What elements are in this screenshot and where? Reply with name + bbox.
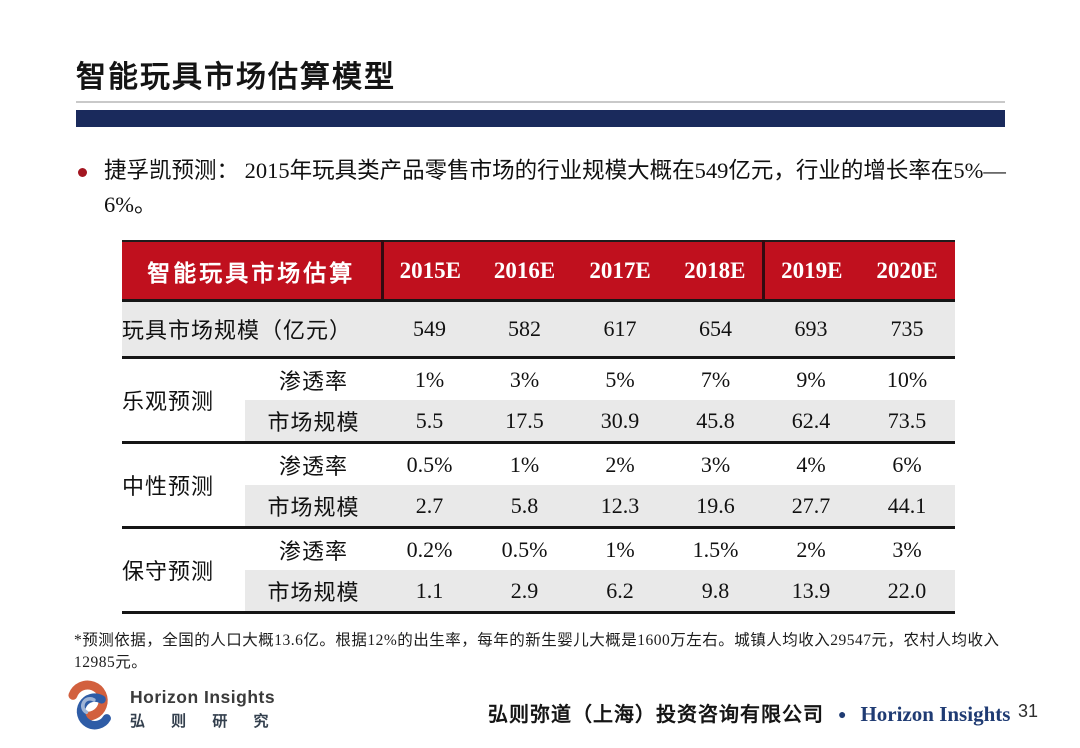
base-row-value: 693 xyxy=(763,300,859,359)
metric-value: 30.9 xyxy=(572,400,668,444)
year-header: 2019E xyxy=(763,240,859,302)
metric-label: 渗透率 xyxy=(278,453,348,479)
base-row-value: 582 xyxy=(477,300,572,359)
footer-separator-dot: ● xyxy=(838,708,847,723)
group-label: 保守预测 xyxy=(122,527,245,614)
metric-value: 5% xyxy=(605,366,635,392)
table-header-row: 智能玩具市场估算 2015E 2016E 2017E 2018E 2019E 2020E xyxy=(122,240,955,302)
group-row: 市场规模 1.1 2.9 6.2 9.8 13.9 22.0 xyxy=(122,570,955,614)
metric-label: 市场规模 xyxy=(245,400,382,444)
metric-value: 45.8 xyxy=(668,400,763,444)
metric-label: 市场规模 xyxy=(245,570,382,614)
metric-value: 3% xyxy=(700,451,731,477)
year-header: 2018E xyxy=(668,240,765,302)
metric-value: 1% xyxy=(509,451,540,477)
group-row: 市场规模 5.5 17.5 30.9 45.8 62.4 73.5 xyxy=(122,400,955,444)
market-table-body: 智能玩具市场估算 2015E 2016E 2017E 2018E 2019E 2020E 玩具… xyxy=(122,240,955,614)
metric-label: 渗透率 xyxy=(278,538,348,564)
market-estimate-table: 智能玩具市场估算 2015E 2016E 2017E 2018E 2019E 2020E 玩具… xyxy=(122,240,955,614)
year-header: 2020E xyxy=(859,240,955,302)
metric-value: 2.9 xyxy=(477,570,572,614)
metric-value: 17.5 xyxy=(477,400,572,444)
metric-label: 渗透率 xyxy=(278,368,348,394)
metric-value: 6% xyxy=(892,451,922,477)
metric-value: 4% xyxy=(796,451,826,477)
logo-wordmark: Horizon Insights 弘 则 研 究 xyxy=(130,687,280,731)
metric-value: 2% xyxy=(796,536,826,562)
metric-value: 27.7 xyxy=(763,485,859,529)
metric-label: 市场规模 xyxy=(245,485,382,529)
page-number: 31 xyxy=(1018,701,1039,721)
bullet-marker-icon xyxy=(78,168,87,177)
metric-value: 5.8 xyxy=(477,485,572,529)
group-row: 乐观预测 渗透率 1% 3% 5% 7% 9% 10% xyxy=(122,357,955,444)
footnote: *预测依据，全国的人口大概13.6亿。根据12%的出生率，每年的新生婴儿大概是1… xyxy=(74,632,1000,671)
metric-value: 44.1 xyxy=(859,485,955,529)
base-row: 玩具市场规模（亿元） 549 582 617 654 693 735 xyxy=(122,300,955,359)
metric-value: 0.5% xyxy=(406,451,453,477)
bullet-text: 捷孚凯预测： 2015年玩具类产品零售市场的行业规模大概在549亿元，行业的增长… xyxy=(104,158,1006,217)
title-accent-bar xyxy=(76,110,1005,127)
metric-value: 19.6 xyxy=(668,485,763,529)
market-estimate-table-wrap: 智能玩具市场估算 2015E 2016E 2017E 2018E 2019E 2020E 玩具… xyxy=(122,240,955,614)
metric-value: 12.3 xyxy=(572,485,668,529)
title-underline xyxy=(76,101,1005,103)
footer-center: 弘则弥道（上海）投资咨询有限公司 ● Horizon Insights xyxy=(488,698,1010,727)
year-header: 2015E xyxy=(382,240,477,302)
metric-value: 73.5 xyxy=(859,400,955,444)
footer-brand-name: Horizon Insights xyxy=(860,702,1011,726)
metric-value: 2% xyxy=(605,451,635,477)
metric-value: 1% xyxy=(414,366,445,392)
metric-value: 1% xyxy=(605,536,635,562)
metric-value: 2.7 xyxy=(382,485,477,529)
footer-company-name: 弘则弥道（上海）投资咨询有限公司 xyxy=(488,704,824,726)
base-row-value: 735 xyxy=(859,300,955,359)
metric-value: 0.2% xyxy=(406,536,453,562)
logo-wordmark-cn: 弘 则 研 究 xyxy=(130,713,280,730)
metric-value: 3% xyxy=(892,536,922,562)
base-row-value: 654 xyxy=(668,300,763,359)
metric-value: 9.8 xyxy=(668,570,763,614)
metric-value: 62.4 xyxy=(763,400,859,444)
base-row-label: 玩具市场规模（亿元） xyxy=(122,300,382,359)
metric-value: 9% xyxy=(796,366,826,392)
logo-wordmark-en: Horizon Insights xyxy=(130,687,276,707)
metric-value: 6.2 xyxy=(572,570,668,614)
metric-value: 3% xyxy=(509,366,540,392)
metric-value: 22.0 xyxy=(859,570,955,614)
metric-value: 13.9 xyxy=(763,570,859,614)
table-header-label: 智能玩具市场估算 xyxy=(122,240,384,302)
group-label: 乐观预测 xyxy=(122,357,245,444)
group-row: 中性预测 渗透率 0.5% 1% 2% 3% 4% 6% xyxy=(122,442,955,529)
group-label: 中性预测 xyxy=(122,442,245,529)
horizon-logo-icon xyxy=(67,680,113,730)
base-row-value: 549 xyxy=(382,300,477,359)
metric-value: 7% xyxy=(700,366,731,392)
group-row: 保守预测 渗透率 0.2% 0.5% 1% 1.5% 2% 3% xyxy=(122,527,955,614)
metric-value: 5.5 xyxy=(382,400,477,444)
page-title: 智能玩具市场估算模型 xyxy=(76,61,396,94)
group-row: 市场规模 2.7 5.8 12.3 19.6 27.7 44.1 xyxy=(122,485,955,529)
base-row-value: 617 xyxy=(572,300,668,359)
year-header: 2016E xyxy=(477,240,572,302)
metric-value: 10% xyxy=(886,366,928,392)
metric-value: 0.5% xyxy=(501,536,548,562)
metric-value: 1.5% xyxy=(692,536,739,562)
year-header: 2017E xyxy=(572,240,668,302)
metric-value: 1.1 xyxy=(382,570,477,614)
